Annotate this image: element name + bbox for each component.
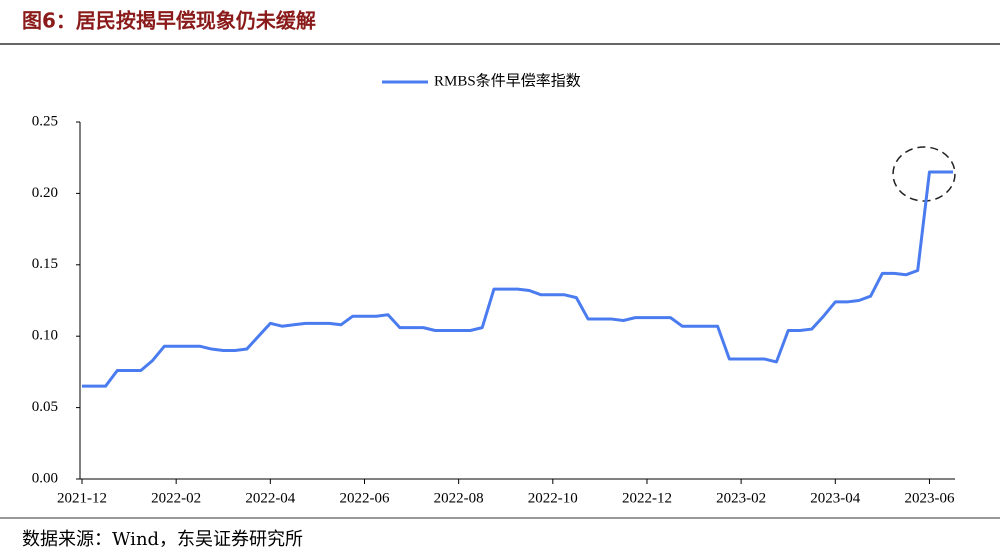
y-tick-label: 0.20 — [32, 185, 58, 201]
x-tick-label: 2023-02 — [716, 490, 766, 506]
y-tick-label: 0.10 — [32, 328, 58, 344]
x-tick-label: 2022-06 — [339, 490, 389, 506]
y-tick-label: 0.05 — [32, 399, 58, 415]
y-tick-label: 0.15 — [32, 256, 58, 272]
chart-title: 图6：居民按揭早偿现象仍未缓解 — [22, 9, 316, 33]
x-tick-label: 2023-04 — [810, 490, 860, 506]
y-tick-label: 0.00 — [32, 470, 58, 486]
x-tick-label: 2022-08 — [434, 490, 484, 506]
x-tick-label: 2022-12 — [622, 490, 672, 506]
x-tick-label: 2022-10 — [528, 490, 578, 506]
source: 数据来源：Wind，东吴证券研究所 — [22, 529, 303, 550]
data-line — [82, 170, 953, 388]
legend-label: RMBS条件早偿率指数 — [434, 72, 581, 89]
y-tick-label: 0.25 — [32, 113, 58, 129]
x-tick-label: 2023-06 — [904, 490, 954, 506]
x-tick-label: 2022-04 — [245, 490, 295, 506]
x-tick-label: 2021-12 — [57, 490, 107, 506]
x-tick-label: 2022-02 — [151, 490, 201, 506]
highlight-circle — [892, 146, 956, 202]
